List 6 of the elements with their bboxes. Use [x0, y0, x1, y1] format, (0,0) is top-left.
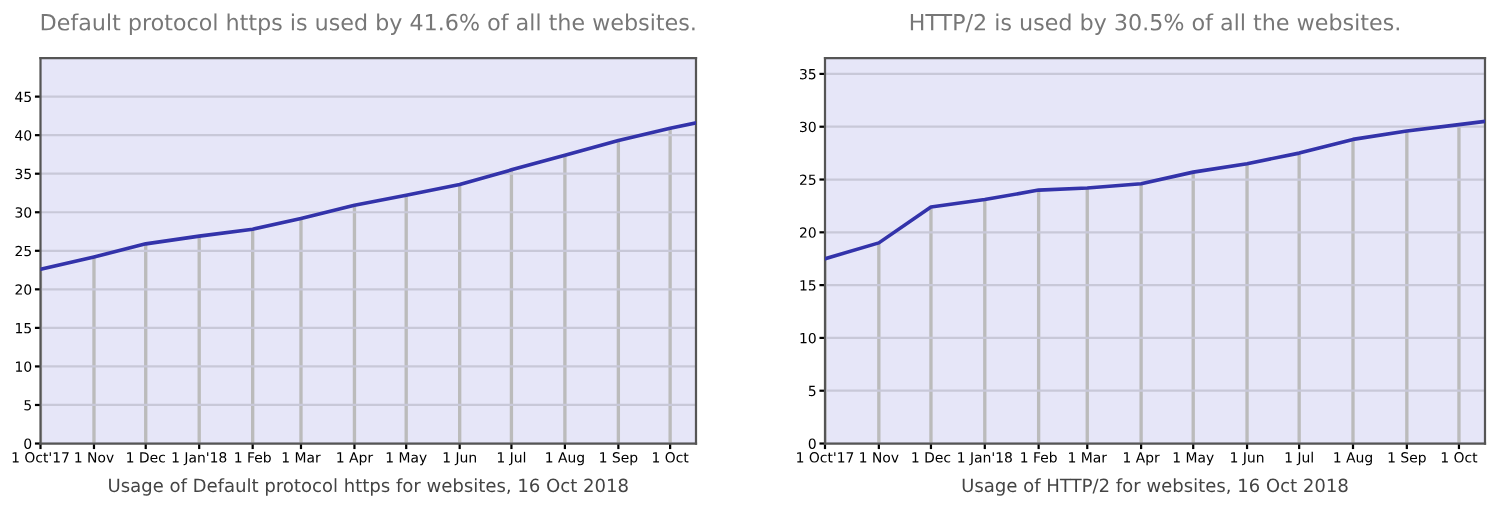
line-series — [825, 119, 1485, 261]
text: Usage of HTTP/2 for websites, 16 Oct 2018 — [962, 478, 1348, 496]
line-series — [40, 121, 696, 272]
chart-title: Default protocol https is used by 41.6% of all the websites. — [41, 13, 695, 35]
text: Usage of Default protocol https for websites, 16 Oct 2018 — [109, 478, 628, 496]
chart-title: HTTP/2 is used by 30.5% of all the websites. — [910, 13, 1399, 35]
